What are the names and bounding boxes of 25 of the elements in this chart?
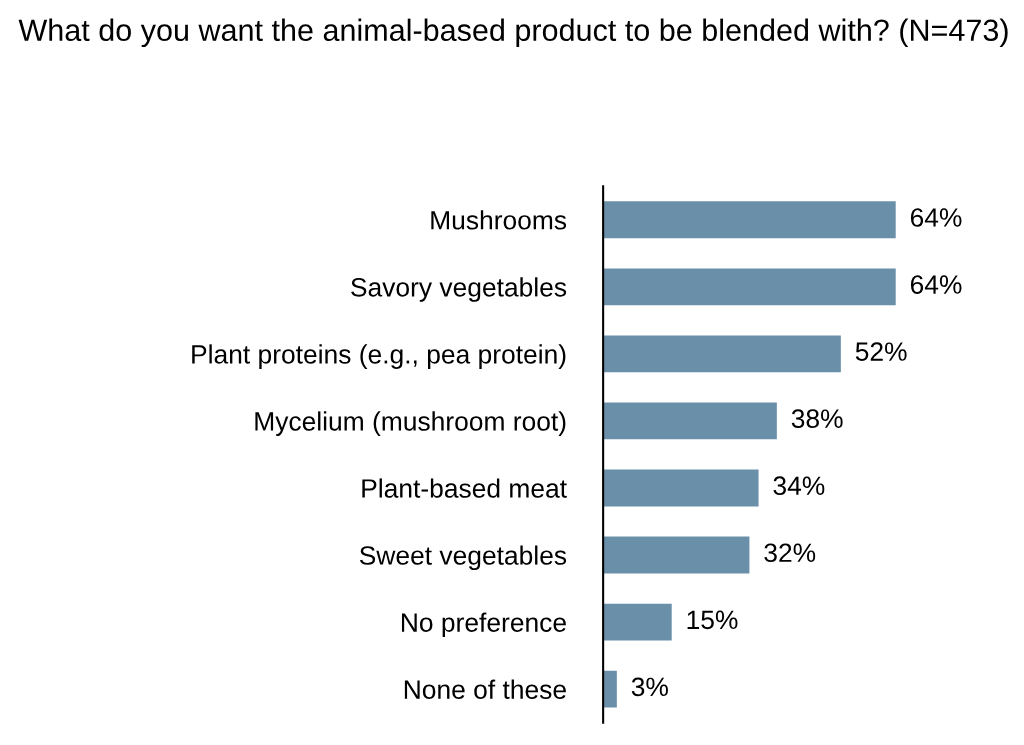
bar	[603, 536, 750, 574]
data-label: 64%	[910, 275, 962, 294]
y-tick-label: Mycelium (mushroom root)	[255, 411, 566, 436]
data-label: 38%	[791, 409, 843, 429]
y-tick-label: Sweet vegetables	[359, 545, 567, 571]
y-tick-label: Plant-based meat	[362, 478, 567, 498]
data-label: 34%	[773, 476, 825, 496]
y-tick-label: Savory vegetables	[351, 277, 567, 302]
y-tick-label: Mushrooms	[431, 210, 567, 230]
y-tick-label: Plant proteins (e.g., pea protein)	[192, 344, 566, 369]
bar	[603, 603, 672, 641]
chart-title: What do you want the animal-based product to be blended with? (N=473)	[18, 18, 1008, 48]
data-label: 32%	[764, 543, 816, 563]
bar	[603, 670, 617, 708]
bar	[603, 469, 759, 507]
data-label: 52%	[855, 342, 907, 361]
bar	[603, 402, 777, 440]
bar	[603, 335, 841, 373]
bar	[603, 201, 896, 239]
data-label: 3%	[631, 677, 668, 697]
data-label: 64%	[910, 208, 962, 227]
bar	[603, 268, 896, 306]
y-tick-label: No preference	[401, 612, 566, 638]
data-label: 15%	[687, 610, 738, 630]
y-tick-label: None of these	[404, 679, 566, 699]
